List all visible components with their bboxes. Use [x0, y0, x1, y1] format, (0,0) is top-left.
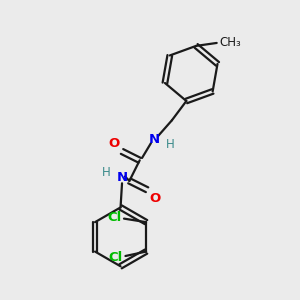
Text: Cl: Cl — [107, 211, 122, 224]
Text: CH₃: CH₃ — [219, 37, 241, 50]
Text: Cl: Cl — [109, 251, 123, 264]
Text: H: H — [166, 139, 174, 152]
Text: O: O — [108, 137, 120, 150]
Text: N: N — [149, 133, 160, 146]
Text: O: O — [149, 192, 161, 205]
Text: N: N — [116, 172, 128, 184]
Text: H: H — [102, 166, 111, 179]
